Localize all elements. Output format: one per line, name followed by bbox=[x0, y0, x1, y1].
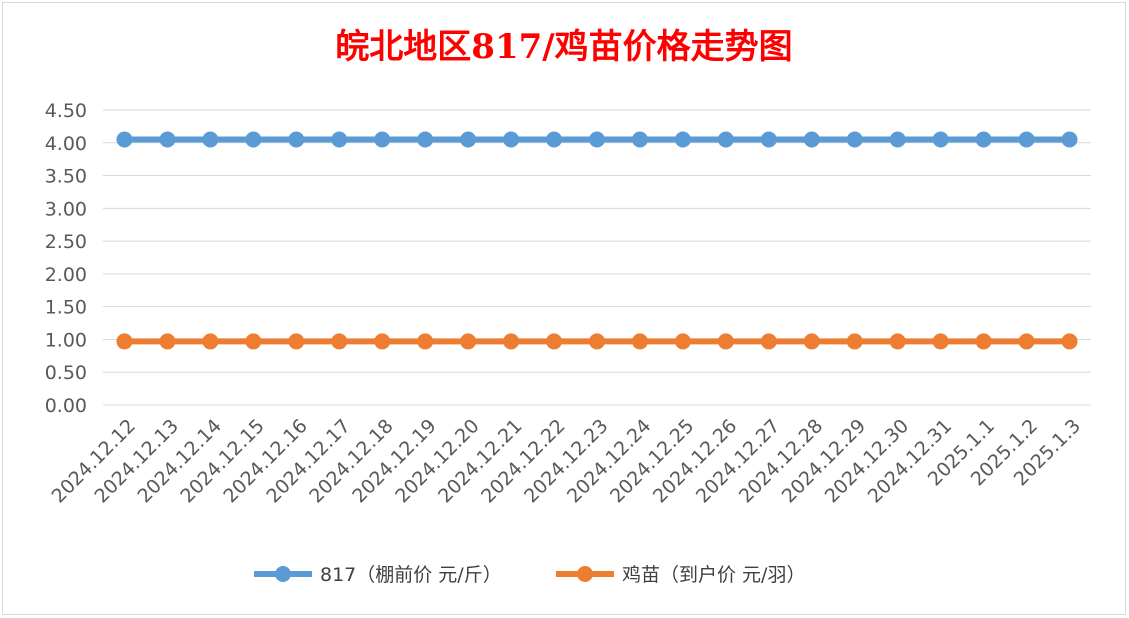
series bbox=[116, 131, 1078, 350]
series-1 bbox=[116, 131, 1078, 148]
data-point bbox=[932, 131, 949, 148]
data-point bbox=[116, 333, 133, 350]
data-point bbox=[846, 131, 863, 148]
legend-item: 鸡苗（到户价 元/羽） bbox=[556, 564, 805, 586]
legend-marker bbox=[577, 566, 593, 582]
data-point bbox=[245, 131, 262, 148]
y-tick-label: 1.50 bbox=[45, 297, 87, 319]
data-point bbox=[460, 333, 477, 350]
data-point bbox=[589, 333, 605, 350]
data-point bbox=[846, 333, 863, 350]
data-point bbox=[546, 333, 563, 350]
data-point bbox=[288, 131, 305, 148]
data-point bbox=[717, 131, 734, 148]
legend-label: 817（棚前价 元/斤） bbox=[320, 564, 502, 586]
y-axis-ticks: 0.00 0.50 1.00 1.50 2.00 2.50 3.00 3.50 4.00 4.50 bbox=[45, 100, 87, 417]
y-tick-label: 0.00 bbox=[45, 395, 87, 417]
data-point bbox=[975, 131, 992, 148]
data-point bbox=[1018, 131, 1035, 148]
series-2 bbox=[116, 333, 1078, 350]
data-point bbox=[589, 131, 605, 148]
gridlines bbox=[103, 109, 1091, 406]
y-tick-label: 4.50 bbox=[45, 100, 87, 122]
data-point bbox=[803, 333, 820, 350]
y-tick-label: 2.00 bbox=[45, 264, 87, 286]
data-point bbox=[288, 333, 305, 350]
legend: 817（棚前价 元/斤） 鸡苗（到户价 元/羽） bbox=[254, 564, 805, 586]
data-point bbox=[546, 131, 563, 148]
y-tick-label: 2.50 bbox=[45, 231, 87, 253]
data-point bbox=[975, 333, 992, 350]
data-point bbox=[803, 131, 820, 148]
data-point bbox=[717, 333, 734, 350]
data-point bbox=[159, 131, 176, 148]
data-point bbox=[460, 131, 477, 148]
data-point bbox=[674, 131, 691, 148]
y-tick-label: 3.50 bbox=[45, 166, 87, 188]
data-point bbox=[202, 131, 219, 148]
data-point bbox=[674, 333, 691, 350]
data-point bbox=[1061, 333, 1078, 350]
data-point bbox=[503, 131, 520, 148]
data-point bbox=[631, 131, 648, 148]
data-point bbox=[932, 333, 949, 350]
data-point bbox=[1018, 333, 1035, 350]
data-point bbox=[331, 333, 348, 350]
data-point bbox=[417, 333, 434, 350]
data-point bbox=[202, 333, 219, 350]
data-point bbox=[503, 333, 520, 350]
y-tick-label: 3.00 bbox=[45, 198, 87, 220]
y-tick-label: 4.00 bbox=[45, 133, 87, 155]
data-point bbox=[889, 131, 906, 148]
legend-label: 鸡苗（到户价 元/羽） bbox=[622, 564, 805, 586]
x-axis-ticks: 2024.12.122024.12.132024.12.142024.12.15… bbox=[48, 415, 1086, 507]
data-point bbox=[760, 333, 777, 350]
data-point bbox=[245, 333, 262, 350]
data-point bbox=[374, 131, 391, 148]
legend-marker bbox=[275, 566, 291, 582]
data-point bbox=[417, 131, 434, 148]
data-point bbox=[116, 131, 133, 148]
y-tick-label: 0.50 bbox=[45, 362, 87, 384]
data-point bbox=[1061, 131, 1078, 148]
data-point bbox=[159, 333, 176, 350]
y-tick-label: 1.00 bbox=[45, 329, 87, 351]
data-point bbox=[374, 333, 391, 350]
chart-title: 皖北地区817/鸡苗价格走势图 bbox=[335, 27, 792, 67]
data-point bbox=[331, 131, 348, 148]
data-point bbox=[760, 131, 777, 148]
data-point bbox=[889, 333, 906, 350]
data-point bbox=[631, 333, 648, 350]
legend-item: 817（棚前价 元/斤） bbox=[254, 564, 502, 586]
